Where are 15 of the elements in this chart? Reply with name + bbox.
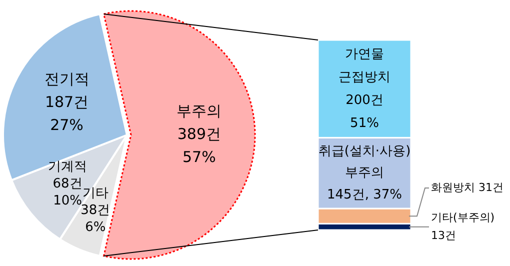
slice-label: 기타 [82,186,108,202]
text: 화원방치 31건 [431,181,504,194]
slice-label: 부주의 [176,102,222,120]
series-label: 취급(설치·사용) 부주의 [318,144,411,181]
data-label: 389건 57% [177,125,222,166]
data-label: 68건 10% [52,176,82,208]
data-label: 13건 [431,228,456,242]
slice-label: 기계적 [48,159,88,174]
data-label: 200건 51% [346,92,384,131]
series-label: 가연물 근접방치 [338,47,390,85]
data-label: 38건 6% [80,203,110,236]
data-label: 187건 27% [44,93,89,134]
data-label: 145건, 37% [327,187,402,202]
slice-label: 전기적 [44,70,90,88]
series-label: 기타(부주의) [431,210,495,224]
